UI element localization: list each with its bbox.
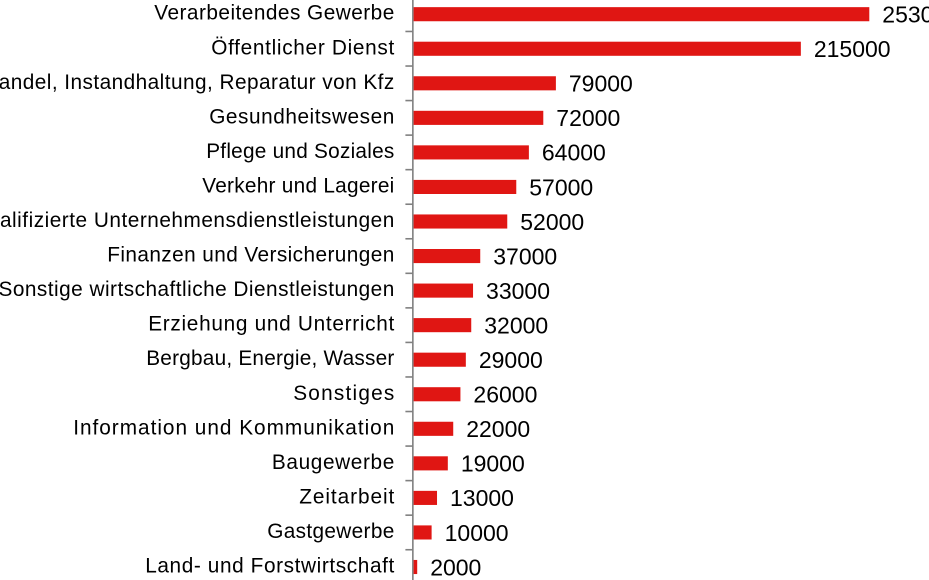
svg-text:13000: 13000 <box>450 485 514 511</box>
svg-text:29000: 29000 <box>479 347 543 373</box>
svg-text:57000: 57000 <box>529 174 593 200</box>
svg-text:Land- und Forstwirtschaft: Land- und Forstwirtschaft <box>145 555 394 578</box>
svg-text:Pflege und Soziales: Pflege und Soziales <box>206 140 394 163</box>
svg-text:33000: 33000 <box>486 278 550 304</box>
svg-text:253000: 253000 <box>882 2 929 28</box>
svg-text:Sonstige wirtschaftliche Diens: Sonstige wirtschaftliche Dienstleistunge… <box>0 278 394 301</box>
svg-text:Baugewerbe: Baugewerbe <box>272 451 394 474</box>
svg-text:22000: 22000 <box>466 416 530 442</box>
svg-text:Handel, Instandhaltung, Repara: Handel, Instandhaltung, Reparatur von Kf… <box>0 71 394 94</box>
svg-text:Öffentlicher Dienst: Öffentlicher Dienst <box>211 36 394 59</box>
svg-text:Zeitarbeit: Zeitarbeit <box>299 485 394 508</box>
svg-text:Erziehung und Unterricht: Erziehung und Unterricht <box>148 313 394 336</box>
svg-text:19000: 19000 <box>461 451 525 477</box>
svg-text:64000: 64000 <box>542 140 606 166</box>
svg-text:Finanzen und Versicherungen: Finanzen und Versicherungen <box>107 244 394 267</box>
svg-text:10000: 10000 <box>445 520 509 546</box>
svg-text:Qualifizierte Unternehmensdien: Qualifizierte Unternehmensdienstleistung… <box>0 209 394 232</box>
svg-text:79000: 79000 <box>569 71 633 97</box>
svg-text:72000: 72000 <box>556 105 620 131</box>
svg-text:26000: 26000 <box>473 382 537 408</box>
svg-text:37000: 37000 <box>493 243 557 269</box>
svg-text:Sonstiges: Sonstiges <box>293 382 394 405</box>
svg-text:Gesundheitswesen: Gesundheitswesen <box>209 105 394 128</box>
svg-text:2000: 2000 <box>430 554 481 580</box>
svg-text:Verkehr und Lagerei: Verkehr und Lagerei <box>202 174 394 197</box>
svg-text:Information und Kommunikation: Information und Kommunikation <box>73 416 394 439</box>
svg-text:52000: 52000 <box>520 209 584 235</box>
svg-text:32000: 32000 <box>484 312 548 338</box>
svg-text:Bergbau, Energie, Wasser: Bergbau, Energie, Wasser <box>146 347 394 370</box>
svg-text:Verarbeitendes Gewerbe: Verarbeitendes Gewerbe <box>154 2 394 25</box>
svg-text:215000: 215000 <box>814 36 891 62</box>
svg-text:Gastgewerbe: Gastgewerbe <box>267 520 394 543</box>
